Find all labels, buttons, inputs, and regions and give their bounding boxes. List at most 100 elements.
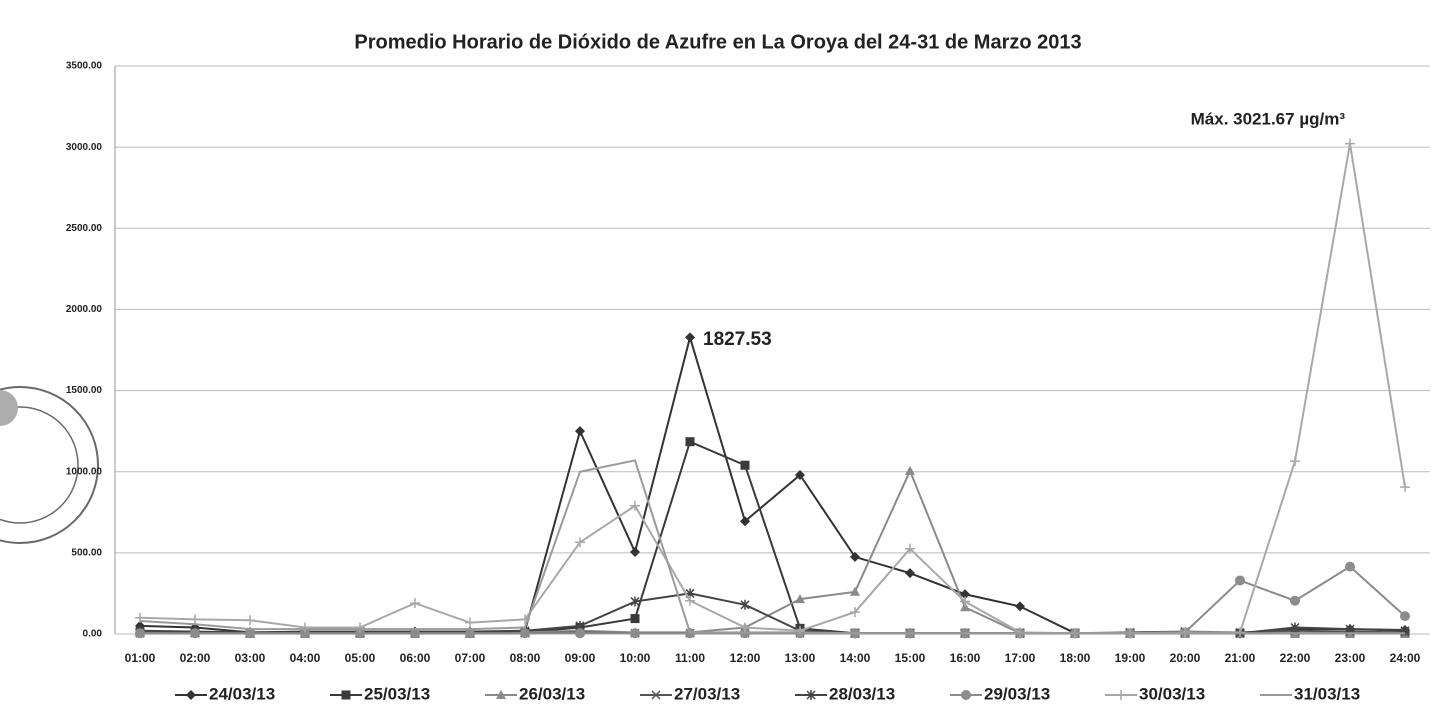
x-tick-label: 01:00 (125, 651, 156, 665)
marker (960, 589, 970, 600)
marker (740, 599, 750, 610)
marker (1400, 611, 1410, 622)
y-tick-label: 3000.00 (66, 142, 103, 153)
marker (355, 622, 365, 633)
marker (630, 500, 640, 511)
marker (300, 622, 310, 633)
legend-label: 25/03/13 (364, 684, 430, 703)
legend-label: 30/03/13 (1139, 684, 1205, 703)
marker (630, 628, 640, 639)
marker (465, 628, 475, 639)
series-line (139, 459, 1405, 635)
series (139, 459, 1405, 635)
legend-label: 28/03/13 (829, 684, 895, 703)
marker (685, 437, 695, 447)
marker (245, 615, 255, 626)
marker (190, 614, 200, 625)
marker (795, 469, 805, 480)
marker (1345, 561, 1355, 572)
marker (135, 628, 145, 639)
legend-marker (651, 690, 661, 700)
marker (740, 460, 750, 470)
x-tick-label: 23:00 (1335, 651, 1366, 665)
marker (1235, 575, 1245, 586)
legend-label: 24/03/13 (209, 684, 275, 703)
marker (575, 426, 585, 437)
marker (410, 598, 420, 609)
marker (190, 628, 200, 639)
marker (795, 625, 805, 636)
marker (245, 628, 255, 639)
marker (850, 607, 860, 618)
marker (740, 622, 750, 633)
x-tick-label: 09:00 (565, 651, 596, 665)
x-tick-label: 19:00 (1115, 651, 1146, 665)
marker (630, 614, 640, 624)
marker (850, 586, 860, 596)
x-tick-label: 24:00 (1390, 651, 1421, 665)
legend-label: 26/03/13 (519, 684, 585, 703)
annotation: 1827.53 (703, 329, 772, 350)
x-tick-label: 05:00 (345, 651, 376, 665)
x-tick-label: 02:00 (180, 651, 211, 665)
marker (1290, 622, 1300, 633)
x-tick-label: 11:00 (675, 651, 705, 665)
marker (520, 628, 530, 639)
legend-label: 31/03/13 (1294, 684, 1360, 703)
y-tick-label: 0.00 (83, 629, 103, 640)
marker (1015, 601, 1025, 612)
x-tick-label: 21:00 (1225, 651, 1256, 665)
chart-title: Promedio Horario de Dióxido de Azufre en… (354, 31, 1081, 53)
x-tick-label: 22:00 (1280, 651, 1311, 665)
x-tick-label: 10:00 (620, 651, 651, 665)
x-tick-label: 17:00 (1005, 651, 1036, 665)
legend-marker (806, 690, 816, 700)
marker (905, 568, 915, 579)
marker (1290, 595, 1300, 606)
x-tick-label: 20:00 (1170, 651, 1201, 665)
marker (465, 617, 475, 628)
x-tick-label: 07:00 (455, 651, 486, 665)
marker (960, 596, 970, 607)
x-tick-label: 14:00 (840, 651, 871, 665)
legend-marker (186, 690, 196, 700)
legend-label: 29/03/13 (984, 684, 1050, 703)
x-tick-label: 16:00 (950, 651, 981, 665)
y-tick-label: 2000.00 (66, 304, 103, 315)
marker (355, 628, 365, 639)
legend-marker (496, 690, 506, 699)
marker (905, 465, 915, 475)
legend-marker (341, 690, 351, 700)
marker (575, 537, 585, 548)
marker (1290, 456, 1300, 467)
marker (795, 594, 805, 604)
x-tick-label: 04:00 (290, 651, 321, 665)
y-tick-label: 3500.00 (66, 61, 103, 72)
marker (1400, 482, 1410, 493)
x-tick-label: 13:00 (785, 651, 816, 665)
x-tick-label: 03:00 (235, 651, 266, 665)
marker (410, 628, 420, 639)
y-tick-label: 1500.00 (66, 385, 103, 396)
marker (905, 543, 915, 554)
marker (575, 628, 585, 639)
annotation: Máx. 3021.67 µg/m³ (1191, 109, 1346, 128)
marker (1345, 138, 1355, 149)
marker (960, 602, 970, 612)
marker (685, 595, 695, 606)
marker (630, 596, 640, 607)
x-tick-label: 06:00 (400, 651, 431, 665)
marker (850, 551, 860, 562)
y-tick-label: 500.00 (71, 547, 102, 558)
marker (740, 516, 750, 527)
marker (685, 332, 695, 343)
marker (630, 547, 640, 558)
legend-label: 27/03/13 (674, 684, 740, 703)
x-tick-label: 18:00 (1060, 651, 1091, 665)
x-tick-label: 12:00 (730, 651, 761, 665)
marker (300, 628, 310, 639)
y-tick-label: 2500.00 (66, 223, 103, 234)
legend-marker (1116, 690, 1126, 700)
